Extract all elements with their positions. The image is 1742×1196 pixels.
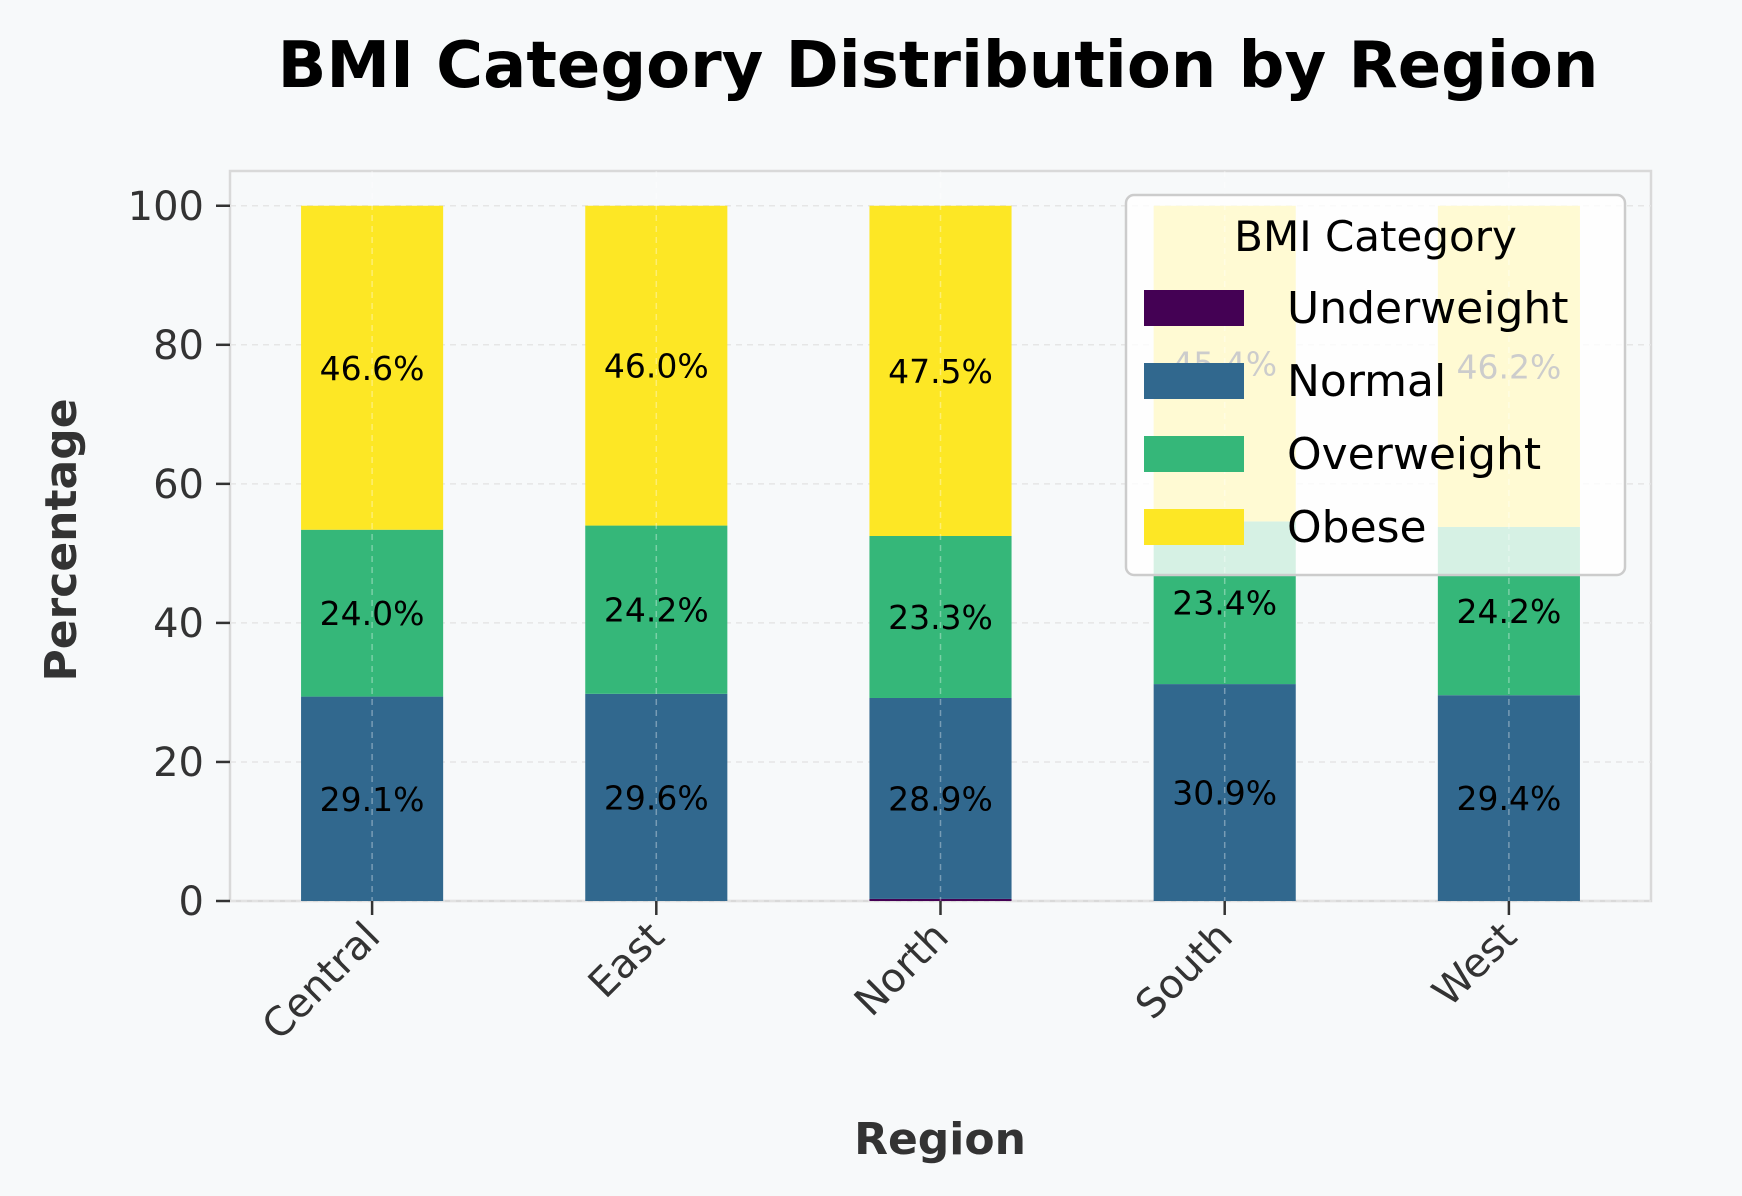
bar-obese-east bbox=[585, 205, 728, 526]
legend: BMI Category Underweight Normal Overweight O… bbox=[1124, 193, 1627, 577]
bar-normal-south bbox=[1153, 684, 1296, 901]
data-label: 47.5% bbox=[888, 352, 993, 391]
legend-swatch-normal bbox=[1144, 363, 1244, 399]
x-axis-label: Region bbox=[854, 1114, 1026, 1165]
bar-obese-north bbox=[869, 205, 1012, 536]
data-label: 46.6% bbox=[320, 349, 425, 388]
y-tick-label: 40 bbox=[153, 601, 204, 647]
bar-underweight-north bbox=[869, 898, 1012, 901]
bar-overweight-central bbox=[301, 529, 444, 697]
data-label: 46.0% bbox=[604, 347, 709, 386]
legend-label-overweight: Overweight bbox=[1287, 429, 1541, 480]
bar-overweight-east bbox=[585, 525, 728, 694]
legend-swatch-obese bbox=[1144, 509, 1244, 545]
legend-label-obese: Obese bbox=[1287, 502, 1427, 553]
data-label: 29.4% bbox=[1456, 779, 1561, 818]
data-label: 24.0% bbox=[320, 594, 425, 633]
bar-normal-central bbox=[301, 696, 444, 901]
data-label: 23.3% bbox=[888, 598, 993, 637]
bar-obese-central bbox=[301, 205, 444, 530]
data-label: 24.2% bbox=[1456, 592, 1561, 631]
y-tick-label: 80 bbox=[153, 323, 204, 369]
y-tick-label: 60 bbox=[153, 462, 204, 508]
legend-title: BMI Category bbox=[1234, 212, 1517, 261]
bar-normal-west bbox=[1437, 695, 1580, 901]
y-tick-label: 20 bbox=[153, 740, 204, 786]
data-label: 29.1% bbox=[320, 780, 425, 819]
chart-title: BMI Category Distribution by Region bbox=[278, 29, 1599, 103]
data-label: 24.2% bbox=[604, 591, 709, 630]
y-axis-label: Percentage bbox=[36, 398, 87, 681]
legend-swatch-overweight bbox=[1144, 436, 1244, 472]
y-tick-label: 100 bbox=[128, 184, 204, 230]
data-label: 29.6% bbox=[604, 778, 709, 817]
legend-swatch-underweight bbox=[1144, 290, 1244, 326]
data-label: 23.4% bbox=[1172, 584, 1277, 623]
data-label: 30.9% bbox=[1172, 774, 1277, 813]
data-label: 28.9% bbox=[888, 779, 993, 818]
legend-label-underweight: Underweight bbox=[1287, 283, 1569, 334]
bar-overweight-north bbox=[869, 536, 1012, 698]
bar-normal-east bbox=[585, 693, 728, 901]
y-tick-label: 0 bbox=[179, 879, 204, 925]
bar-normal-north bbox=[869, 697, 1012, 899]
legend-label-normal: Normal bbox=[1287, 356, 1446, 407]
legend-box bbox=[1124, 193, 1627, 577]
